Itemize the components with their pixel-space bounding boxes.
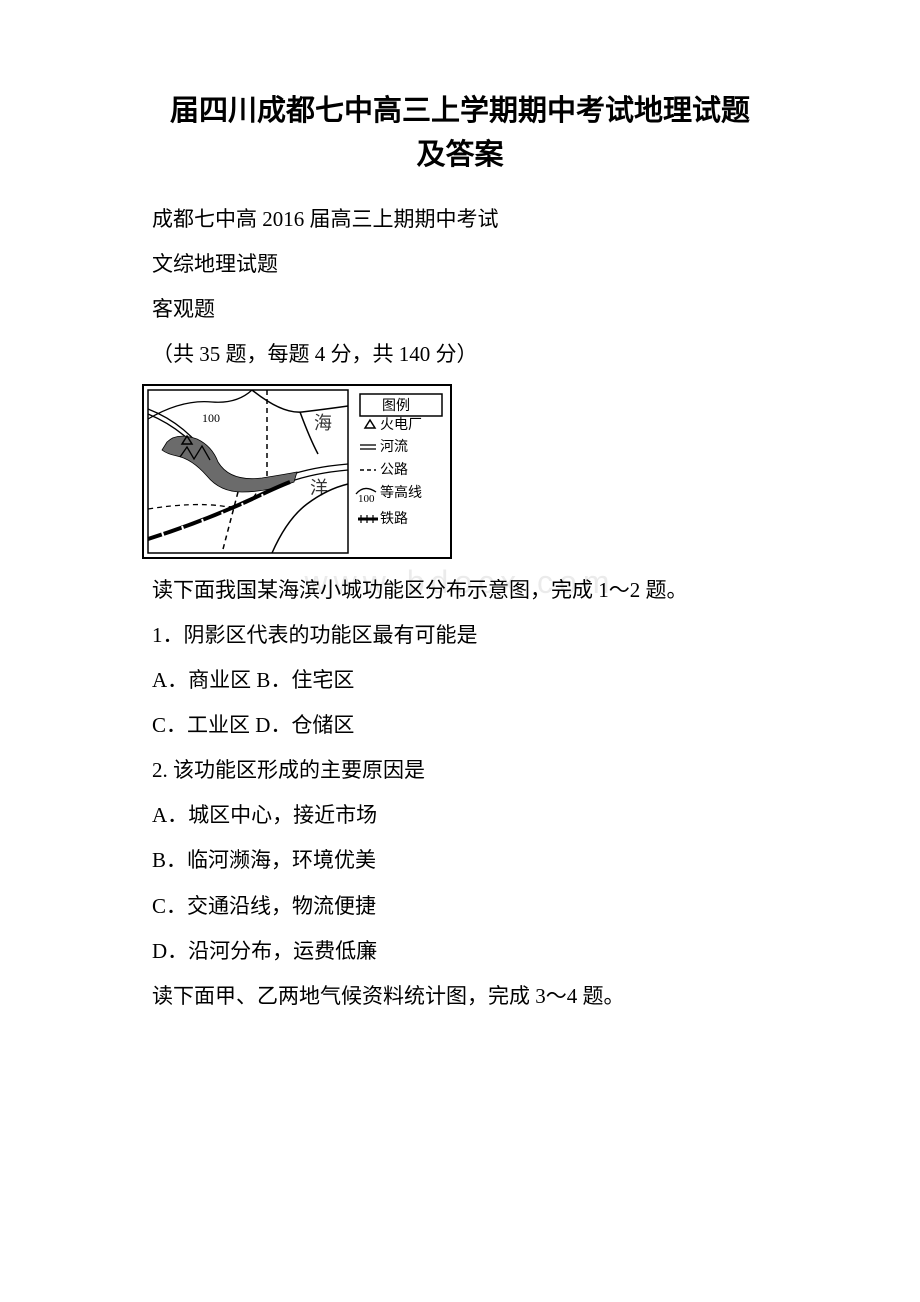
q2-stem: 2. 该功能区形成的主要原因是 [110,748,810,793]
q2-option-a: A．城区中心，接近市场 [110,793,810,838]
contour-number: 100 [202,411,220,425]
legend-contour: 等高线 [380,484,422,501]
option-label-b: B [152,848,166,872]
title-line-2: 及答案 [416,139,503,171]
subtitle-line-2: 文综地理试题 [110,242,810,287]
option-text: ．城区中心，接近市场 [167,803,377,827]
option-text: ．交通沿线，物流便捷 [166,894,376,918]
text: 分） [430,342,477,366]
option-label-c: C [152,713,166,737]
option-label-d: D [152,939,167,963]
legend-river: 河流 [380,439,408,455]
number-range: 3～4 [535,984,577,1008]
text: 题。 [640,578,687,602]
text: 分，共 [325,342,399,366]
q2-text: 该功能区形成的主要原因是 [168,758,425,782]
text: （共 [152,342,199,366]
scoring-line: （共 35 题，每题 4 分，共 140 分） [110,332,810,377]
question-intro-1: 读下面我国某海滨小城功能区分布示意图，完成 1～2 题。 [110,568,810,613]
sea-label: 海 [314,413,332,433]
number-range: 1～2 [598,578,640,602]
q2-number: 2. [152,758,168,782]
option-label-a: A [152,803,167,827]
option-label-b: B [256,668,270,692]
option-a-text: ．商业区 [167,668,256,692]
question-intro-2: 读下面甲、乙两地气候资料统计图，完成 3～4 题。 [110,974,810,1019]
section-heading: 客观题 [110,287,810,332]
legend-plant: 火电厂 [380,417,422,433]
text: 读下面甲、乙两地气候资料统计图，完成 [152,984,535,1008]
map-figure: 图例 火电厂 河流 公路 100 等高线 铁路 海 100 [142,384,810,564]
legend-contour-num: 100 [358,493,375,505]
q1-options-ab: A．商业区 B．住宅区 [110,658,810,703]
option-text: ．临河濒海，环境优美 [166,848,376,872]
number: 140 [399,342,431,366]
number: 4 [315,342,326,366]
q1-stem: 1．阴影区代表的功能区最有可能是 [110,613,810,658]
year-number: 2016 [262,207,304,231]
text: 题。 [577,984,624,1008]
option-text: ．沿河分布，运费低廉 [167,939,377,963]
page-title: 届四川成都七中高三上学期期中考试地理试题 及答案 [110,90,810,177]
option-label-a: A [152,668,167,692]
number: 35 [199,342,220,366]
option-b-text: ．住宅区 [270,668,354,692]
legend-rail: 铁路 [380,511,408,527]
watermark-wrap: www bdocx com 读下面我国某海滨小城功能区分布示意图，完成 1～2 … [110,568,810,613]
title-line-1: 届四川成都七中高三上学期期中考试地理试题 [170,95,750,127]
text: 届高三上期期中考试 [304,207,498,231]
q2-option-c: C．交通沿线，物流便捷 [110,884,810,929]
subtitle-line-1: 成都七中高 2016 届高三上期期中考试 [110,197,810,242]
option-label-c: C [152,894,166,918]
q2-option-b: B．临河濒海，环境优美 [110,838,810,883]
q2-option-d: D．沿河分布，运费低廉 [110,929,810,974]
option-d-text: ．仓储区 [270,713,354,737]
q1-options-cd: C．工业区 D．仓储区 [110,703,810,748]
map-svg: 图例 火电厂 河流 公路 100 等高线 铁路 海 100 [142,384,452,559]
option-label-d: D [255,713,270,737]
legend-title: 图例 [382,398,410,414]
text: 读下面我国某海滨小城功能区分布示意图，完成 [152,578,598,602]
q1-number: 1 [152,623,163,647]
ocean-label: 洋 [310,478,328,498]
legend-road: 公路 [380,462,408,478]
option-c-text: ．工业区 [166,713,255,737]
q1-text: ．阴影区代表的功能区最有可能是 [163,623,478,647]
text: 题，每题 [220,342,315,366]
text: 成都七中高 [152,207,262,231]
